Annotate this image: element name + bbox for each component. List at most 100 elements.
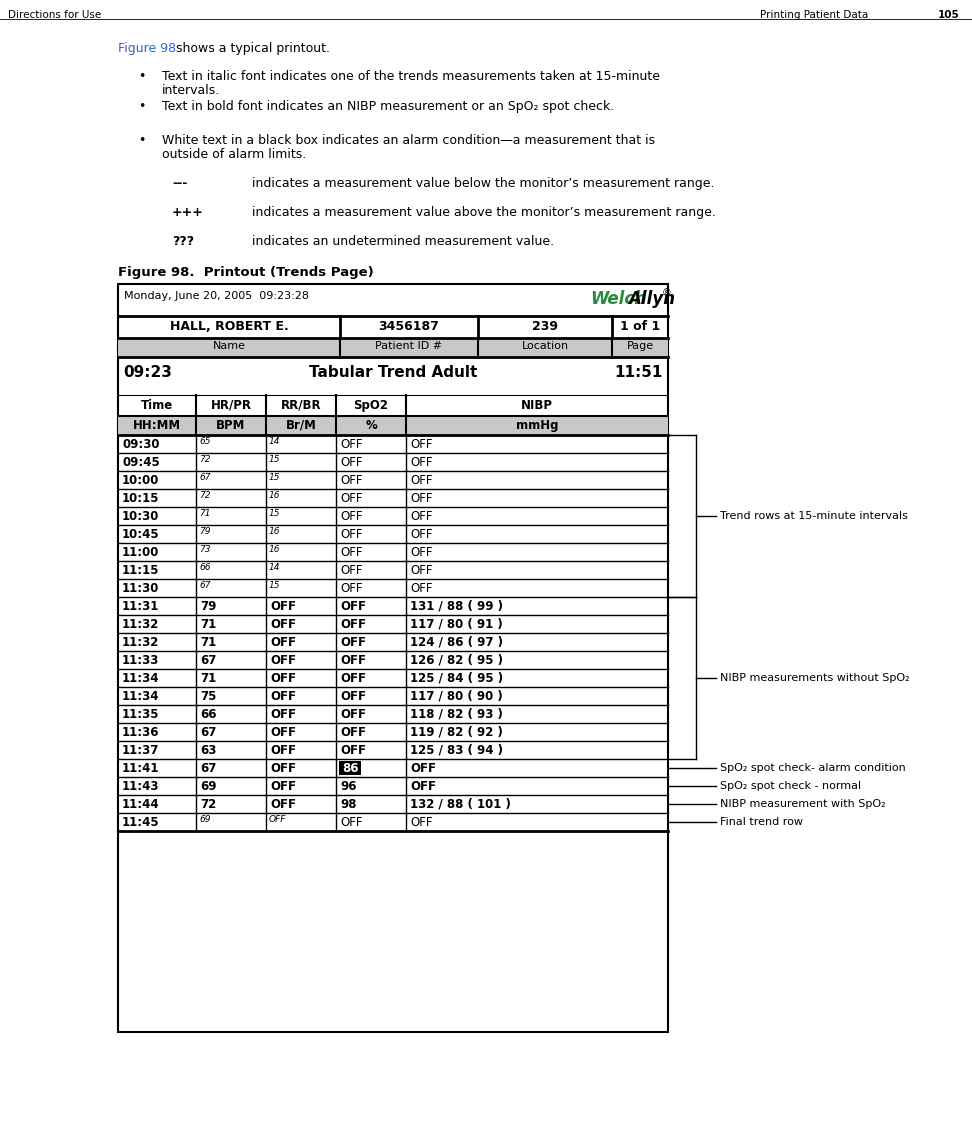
Text: Figure 98: Figure 98 (118, 42, 176, 55)
Text: Time: Time (141, 398, 173, 412)
Text: OFF: OFF (410, 491, 433, 505)
Text: mmHg: mmHg (516, 419, 558, 432)
Text: OFF: OFF (410, 762, 436, 774)
Text: 72: 72 (200, 798, 216, 811)
Text: 10:45: 10:45 (122, 528, 159, 540)
Text: 132 / 88 ( 101 ): 132 / 88 ( 101 ) (410, 798, 511, 811)
Text: OFF: OFF (340, 671, 366, 685)
Text: OFF: OFF (340, 726, 366, 738)
Text: OFF: OFF (340, 491, 363, 505)
Text: Tabular Trend Adult: Tabular Trend Adult (309, 365, 477, 380)
Text: Printing Patient Data: Printing Patient Data (760, 10, 868, 20)
Text: 11:32: 11:32 (122, 617, 159, 631)
Text: Text in italic font indicates one of the trends measurements taken at 15-minute: Text in italic font indicates one of the… (162, 70, 660, 83)
Text: OFF: OFF (340, 528, 363, 540)
Text: •: • (138, 100, 146, 113)
Text: OFF: OFF (340, 744, 366, 756)
Text: 10:15: 10:15 (122, 491, 159, 505)
Text: 09:30: 09:30 (122, 437, 159, 451)
Text: •: • (138, 134, 146, 147)
Text: OFF: OFF (340, 546, 363, 558)
Text: OFF: OFF (270, 798, 296, 811)
Text: outside of alarm limits.: outside of alarm limits. (162, 148, 306, 161)
Text: 71: 71 (199, 509, 211, 518)
Text: Trend rows at 15-minute intervals: Trend rows at 15-minute intervals (720, 511, 908, 521)
Text: 71: 71 (200, 671, 216, 685)
Text: 118 / 82 ( 93 ): 118 / 82 ( 93 ) (410, 708, 503, 720)
Text: HR/PR: HR/PR (211, 398, 252, 412)
Text: 09:45: 09:45 (122, 455, 159, 469)
Text: 16: 16 (269, 546, 281, 555)
Text: HALL, ROBERT E.: HALL, ROBERT E. (170, 320, 289, 333)
Text: 98: 98 (340, 798, 357, 811)
Text: 66: 66 (199, 564, 211, 573)
Text: OFF: OFF (270, 635, 296, 649)
Text: OFF: OFF (410, 473, 433, 487)
Text: •: • (138, 70, 146, 83)
Text: 75: 75 (200, 689, 217, 703)
Text: Name: Name (213, 341, 246, 351)
Text: OFF: OFF (270, 671, 296, 685)
Text: 239: 239 (532, 320, 558, 333)
Text: OFF: OFF (340, 617, 366, 631)
Text: +++: +++ (172, 206, 204, 218)
Text: Location: Location (521, 341, 569, 351)
Text: 11:00: 11:00 (122, 546, 159, 558)
Text: 67: 67 (200, 762, 217, 774)
Text: OFF: OFF (270, 708, 296, 720)
Text: OFF: OFF (340, 815, 363, 829)
Text: Final trend row: Final trend row (720, 817, 803, 827)
Text: ???: ??? (172, 235, 194, 248)
Text: OFF: OFF (410, 582, 433, 594)
Text: OFF: OFF (340, 635, 366, 649)
Text: OFF: OFF (340, 582, 363, 594)
Text: 63: 63 (200, 744, 217, 756)
Text: OFF: OFF (340, 437, 363, 451)
Text: OFF: OFF (340, 455, 363, 469)
Text: OFF: OFF (270, 726, 296, 738)
Text: OFF: OFF (270, 600, 296, 612)
Text: ®: ® (662, 288, 672, 298)
Text: 16: 16 (269, 528, 281, 537)
Text: 11:32: 11:32 (122, 635, 159, 649)
Text: Directions for Use: Directions for Use (8, 10, 101, 20)
Text: RR/BR: RR/BR (281, 398, 322, 412)
Text: OFF: OFF (340, 473, 363, 487)
Text: 14: 14 (269, 437, 281, 446)
Text: 11:37: 11:37 (122, 744, 159, 756)
Text: Text in bold font indicates an NIBP measurement or an SpO₂ spot check.: Text in bold font indicates an NIBP meas… (162, 100, 614, 113)
Text: 15: 15 (269, 509, 281, 518)
Text: indicates an undetermined measurement value.: indicates an undetermined measurement va… (252, 235, 554, 248)
Text: OFF: OFF (340, 689, 366, 703)
Text: Figure 98.  Printout (Trends Page): Figure 98. Printout (Trends Page) (118, 266, 374, 278)
Text: 119 / 82 ( 92 ): 119 / 82 ( 92 ) (410, 726, 503, 738)
Text: OFF: OFF (269, 815, 287, 824)
Text: 96: 96 (340, 780, 357, 792)
Text: 15: 15 (269, 473, 281, 482)
Text: 67: 67 (199, 473, 211, 482)
Text: 72: 72 (199, 455, 211, 464)
Text: Allyn: Allyn (628, 290, 676, 308)
Text: 73: 73 (199, 546, 211, 555)
Bar (118, 415, 668, 435)
Text: 11:36: 11:36 (122, 726, 159, 738)
Text: 10:00: 10:00 (122, 473, 159, 487)
Text: SpO2: SpO2 (354, 398, 389, 412)
Text: OFF: OFF (410, 528, 433, 540)
Text: OFF: OFF (410, 509, 433, 523)
Text: SpO₂ spot check- alarm condition: SpO₂ spot check- alarm condition (720, 763, 906, 773)
Text: 11:31: 11:31 (122, 600, 159, 612)
Bar (118, 338, 668, 357)
Text: OFF: OFF (340, 564, 363, 576)
Text: OFF: OFF (410, 815, 433, 829)
Text: 09:23: 09:23 (123, 365, 172, 380)
Text: Monday, June 20, 2005  09:23:28: Monday, June 20, 2005 09:23:28 (124, 291, 309, 301)
Text: 11:34: 11:34 (122, 671, 159, 685)
Text: NIBP: NIBP (521, 398, 553, 412)
Text: 126 / 82 ( 95 ): 126 / 82 ( 95 ) (410, 653, 503, 667)
Text: 11:51: 11:51 (614, 365, 663, 380)
Text: 65: 65 (199, 437, 211, 446)
Text: OFF: OFF (340, 653, 366, 667)
Text: 67: 67 (199, 582, 211, 591)
Text: 124 / 86 ( 97 ): 124 / 86 ( 97 ) (410, 635, 503, 649)
